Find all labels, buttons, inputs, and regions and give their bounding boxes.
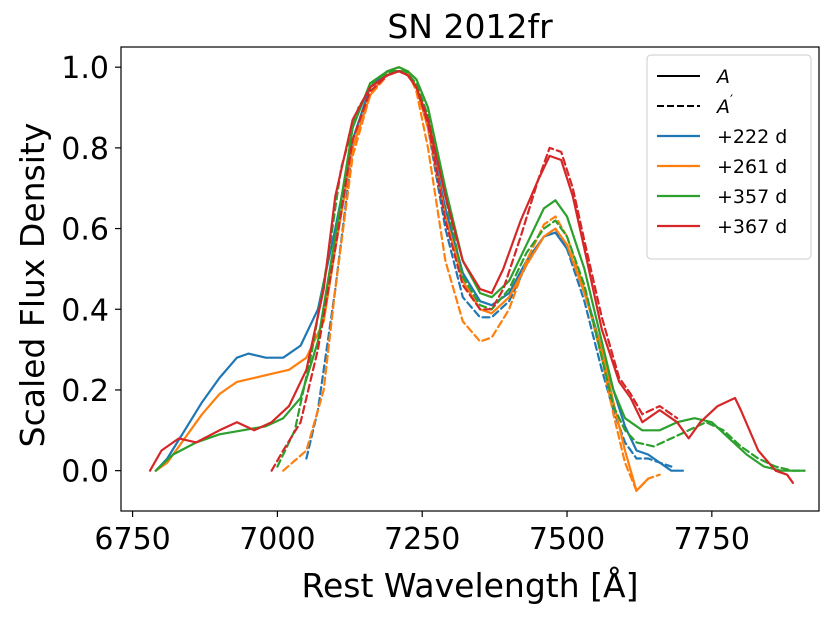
y-tick-label: 0.2 (61, 374, 109, 409)
legend-label-dashed: A′ (715, 93, 733, 118)
legend-label-222d: +222 d (717, 126, 787, 148)
x-tick-label: 6750 (94, 522, 170, 557)
series-line-261d-dashed (282, 70, 661, 492)
axes-frame (120, 46, 820, 512)
legend-label-357d: +357 d (717, 186, 787, 208)
y-tick-label: 0.8 (61, 132, 109, 167)
y-axis-title: Scaled Flux Density (13, 123, 52, 448)
y-tick-label: 0.6 (61, 213, 109, 248)
plot-lines (148, 66, 806, 492)
series-line-357d-solid (154, 66, 806, 472)
series-line-367d-solid (148, 70, 795, 484)
x-tick-label: 7500 (529, 522, 605, 557)
x-tick-label: 7000 (239, 522, 315, 557)
y-tick-label: 0.4 (61, 293, 109, 328)
y-tick-label: 1.0 (61, 51, 109, 86)
x-axis-title: Rest Wavelength [Å] (302, 565, 639, 605)
legend-label-261d: +261 d (717, 156, 787, 178)
legend-label-367d: +367 d (717, 216, 787, 238)
series-line-367d-dashed (270, 70, 679, 472)
legend-label-solid: A (715, 66, 730, 88)
chart-title: SN 2012fr (387, 7, 553, 46)
legend-label-dashed-prime: ′ (730, 93, 733, 109)
y-axis-ticks: 0.0 0.2 0.4 0.6 0.8 1.0 (61, 51, 121, 490)
x-axis-ticks: 6750 7000 7250 7500 7750 (94, 511, 750, 557)
legend: A A′ +222 d +261 d +357 d +367 d (646, 54, 812, 260)
y-tick-label: 0.0 (61, 455, 109, 490)
x-tick-label: 7250 (384, 522, 460, 557)
legend-series: +222 d +261 d +357 d +367 d (657, 126, 787, 238)
legend-label-dashed-main: A (715, 96, 730, 118)
x-tick-label: 7750 (674, 522, 750, 557)
